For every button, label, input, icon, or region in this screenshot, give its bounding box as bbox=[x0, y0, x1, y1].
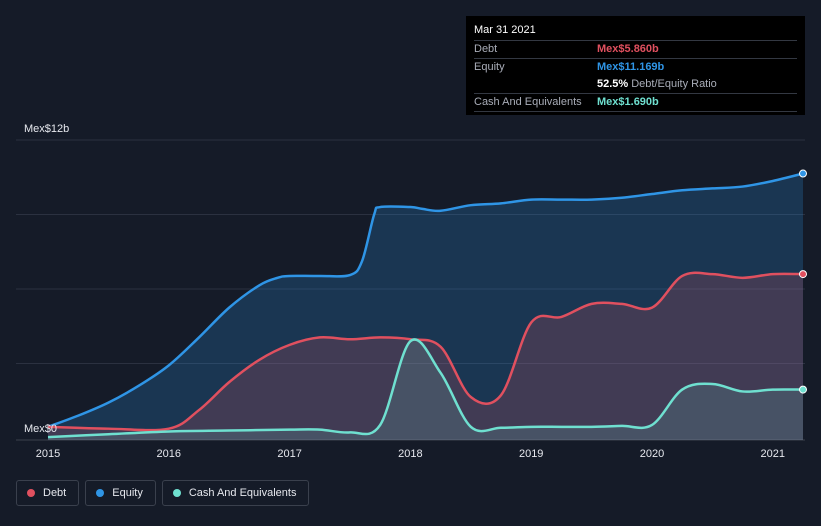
cash-endpoint-marker bbox=[799, 385, 807, 394]
tooltip-equity-label: Equity bbox=[474, 61, 505, 73]
x-tick-label: 2015 bbox=[36, 448, 60, 460]
x-axis-ticks: 2015 2016 2017 2018 2019 2020 2021 bbox=[36, 448, 785, 460]
series-lines bbox=[47, 172, 804, 439]
tooltip-ratio-value: 52.5% bbox=[597, 78, 629, 90]
x-tick-label: 2020 bbox=[640, 448, 664, 460]
series-endpoints bbox=[799, 169, 807, 394]
tooltip-row-debt: Debt Mex$5.860b bbox=[474, 41, 797, 59]
y-axis-bottom-label: Mex$0 bbox=[24, 423, 57, 435]
tooltip-date: Mar 31 2021 bbox=[474, 23, 797, 41]
legend-item-equity[interactable]: Equity bbox=[85, 480, 156, 506]
equity-dot-icon bbox=[96, 489, 105, 497]
tooltip-debt-value: Mex$5.860b bbox=[597, 43, 659, 55]
legend-item-debt[interactable]: Debt bbox=[16, 480, 80, 506]
x-tick-label: 2017 bbox=[277, 448, 301, 460]
tooltip-row-ratio: 52.5% Debt/Equity Ratio bbox=[474, 76, 797, 94]
debt-area bbox=[48, 272, 803, 440]
tooltip-cash-label: Cash And Equivalents bbox=[474, 96, 582, 108]
cash-line bbox=[47, 338, 804, 439]
debt-line bbox=[47, 271, 804, 432]
tooltip-debt-label: Debt bbox=[474, 43, 498, 55]
tooltip-equity-value: Mex$11.169b bbox=[597, 61, 665, 73]
x-tick-label: 2018 bbox=[398, 448, 422, 460]
legend-cash-label: Cash And Equivalents bbox=[188, 487, 297, 499]
tooltip-row-equity: Equity Mex$11.169b bbox=[474, 59, 797, 76]
debt-endpoint-marker bbox=[799, 270, 807, 279]
chart-legend: Debt Equity Cash And Equivalents bbox=[16, 480, 311, 506]
legend-debt-label: Debt bbox=[43, 487, 67, 499]
debt-dot-icon bbox=[27, 489, 35, 497]
tooltip-panel: Mar 31 2021 Debt Mex$5.860b Equity Mex$1… bbox=[466, 16, 805, 115]
tooltip-ratio-label: Debt/Equity Ratio bbox=[631, 78, 717, 90]
equity-line bbox=[47, 172, 804, 428]
equity-endpoint-marker bbox=[799, 169, 807, 178]
cash-dot-icon bbox=[172, 489, 181, 497]
equity-area bbox=[48, 173, 803, 440]
x-tick-label: 2016 bbox=[157, 448, 181, 460]
tooltip-cash-value: Mex$1.690b bbox=[597, 96, 659, 108]
legend-equity-label: Equity bbox=[112, 487, 143, 499]
x-tick-label: 2021 bbox=[761, 448, 785, 460]
tooltip-row-cash: Cash And Equivalents Mex$1.690b bbox=[474, 94, 797, 112]
y-axis-top-label: Mex$12b bbox=[24, 123, 69, 135]
legend-item-cash[interactable]: Cash And Equivalents bbox=[161, 480, 310, 506]
cash-area bbox=[48, 339, 803, 440]
x-tick-label: 2019 bbox=[519, 448, 543, 460]
gridlines bbox=[16, 139, 805, 441]
series-areas bbox=[48, 173, 803, 440]
